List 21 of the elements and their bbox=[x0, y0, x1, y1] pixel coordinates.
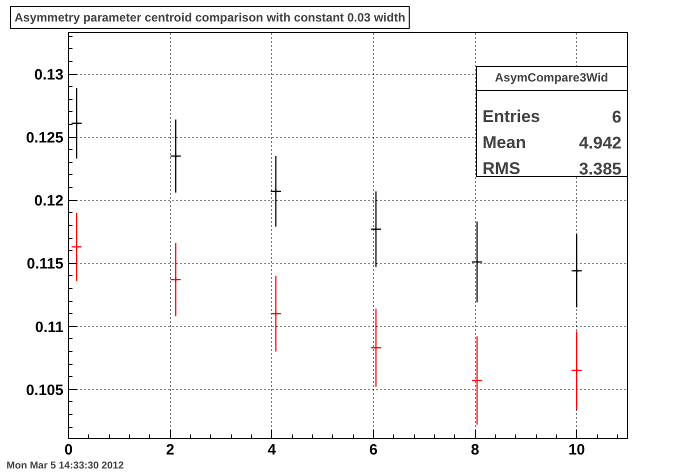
y-tick-label: 0.125 bbox=[26, 130, 64, 147]
x-tick-label: 8 bbox=[470, 442, 480, 458]
chart-title: Asymmetry parameter centroid comparison with constant 0.03 width bbox=[14, 10, 406, 24]
text: Mon Mar 5 14:33:30 2012 bbox=[6, 460, 124, 472]
annotation: Mean bbox=[482, 133, 526, 152]
x-tick-label: 2 bbox=[166, 442, 174, 458]
annotation: Entries bbox=[482, 107, 540, 126]
y-tick-label: 0.13 bbox=[34, 66, 64, 84]
x-tick-label: 10 bbox=[568, 442, 586, 458]
annotation: 3.385 bbox=[578, 160, 622, 178]
y-tick-label: 0.11 bbox=[35, 318, 64, 336]
x-tick-label: 6 bbox=[369, 442, 378, 458]
annotation: 6 bbox=[612, 108, 622, 126]
annotation: RMS bbox=[482, 159, 520, 178]
annotation: AsymCompare3Wid bbox=[494, 70, 608, 84]
y-tick-label: 0.12 bbox=[34, 192, 64, 210]
x-tick-label: 4 bbox=[268, 442, 277, 458]
y-tick-label: 0.115 bbox=[26, 256, 64, 273]
annotation: 4.942 bbox=[578, 134, 622, 152]
y-tick-label: 0.105 bbox=[26, 382, 64, 399]
x-tick-label: 0 bbox=[64, 442, 73, 458]
